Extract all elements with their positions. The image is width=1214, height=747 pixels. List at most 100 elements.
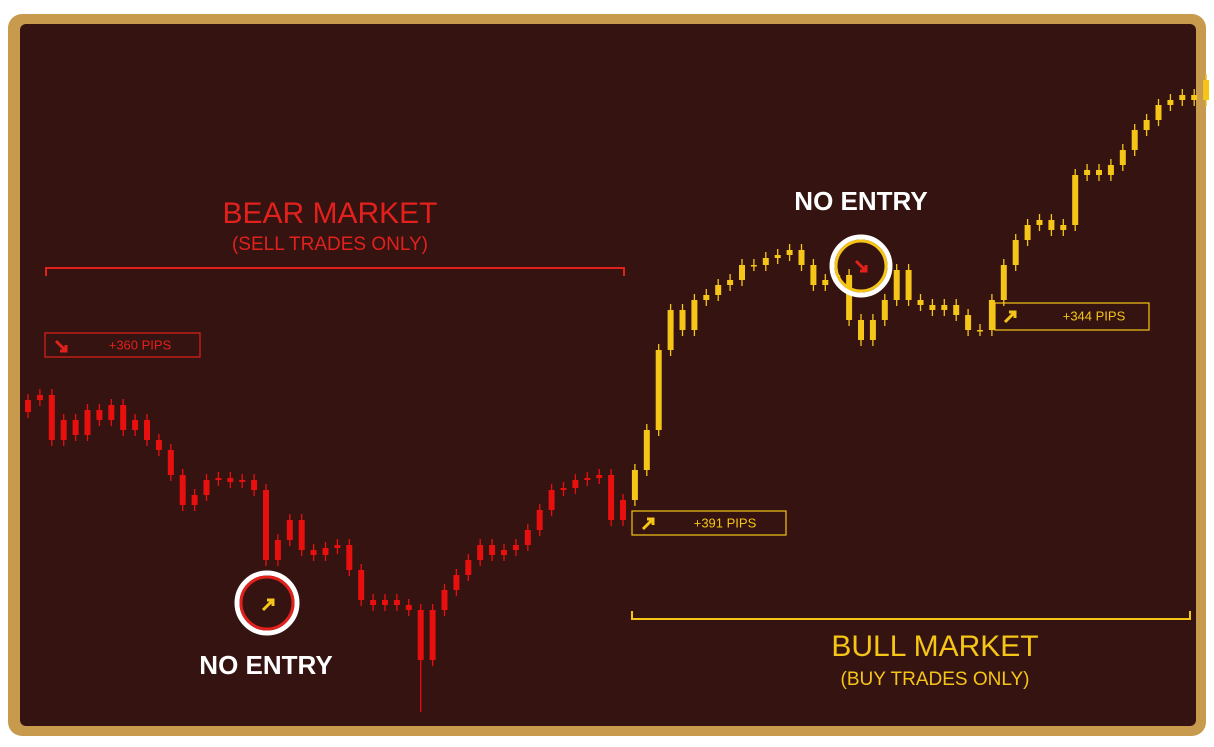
candle-body <box>1025 225 1031 240</box>
candle-body <box>73 420 79 435</box>
candle-body <box>846 275 852 320</box>
candle-body <box>215 478 221 480</box>
candle-body <box>596 475 602 478</box>
candle-body <box>656 350 662 430</box>
candle-body <box>275 540 281 560</box>
pips-label: +391 PIPS <box>694 515 757 530</box>
candle-body <box>644 430 650 470</box>
candle-body <box>810 265 816 285</box>
candle-body <box>346 545 352 570</box>
candle-body <box>120 405 126 430</box>
candle-body <box>989 300 995 330</box>
candle-body <box>608 475 614 520</box>
candle-body <box>513 545 519 550</box>
candle-body <box>1156 105 1162 120</box>
chart: BEAR MARKET (SELL TRADES ONLY) +360 PIPS… <box>0 0 1214 742</box>
candle-body <box>430 610 436 660</box>
candle-body <box>37 395 43 400</box>
candle-body <box>489 545 495 555</box>
candle-body <box>894 270 900 300</box>
candle-body <box>299 520 305 550</box>
candle-body <box>1048 220 1054 230</box>
candle-body <box>739 265 745 280</box>
candle-body <box>132 420 138 430</box>
candle-body <box>584 478 590 480</box>
candle-body <box>929 305 935 310</box>
candle-body <box>953 305 959 315</box>
candle-body <box>108 405 114 420</box>
candle-body <box>204 480 210 495</box>
candle-body <box>251 480 257 490</box>
candle-body <box>156 440 162 450</box>
candle-body <box>1060 225 1066 230</box>
bear-title: BEAR MARKET <box>222 197 437 230</box>
candle-body <box>1072 175 1078 225</box>
candle-body <box>358 570 364 600</box>
candle-body <box>406 605 412 610</box>
candle-body <box>192 495 198 505</box>
candle-body <box>561 488 567 490</box>
candle-body <box>870 320 876 340</box>
candle-body <box>49 395 55 440</box>
candle-body <box>501 550 507 555</box>
page: BEAR MARKET (SELL TRADES ONLY) +360 PIPS… <box>0 0 1214 742</box>
candle-body <box>465 560 471 575</box>
candle-body <box>537 510 543 530</box>
candle-body <box>168 450 174 475</box>
candle-body <box>85 410 91 435</box>
candle-body <box>418 610 424 660</box>
candle-body <box>1203 80 1209 100</box>
bear-subtitle: (SELL TRADES ONLY) <box>232 234 428 255</box>
bull-title: BULL MARKET <box>831 630 1038 663</box>
candle-body <box>453 575 459 590</box>
candle-body <box>727 280 733 285</box>
candle-body <box>1132 130 1138 150</box>
candle-body <box>263 490 269 560</box>
no-entry-label: NO ENTRY <box>199 650 332 680</box>
candle-body <box>1001 265 1007 300</box>
candle-body <box>906 270 912 300</box>
candle-body <box>751 265 757 267</box>
candle-body <box>96 410 102 420</box>
candle-body <box>144 420 150 440</box>
candle-body <box>1084 170 1090 175</box>
candle-body <box>334 545 340 548</box>
candle-body <box>668 310 674 350</box>
no-entry-label: NO ENTRY <box>794 186 927 216</box>
pips-label: +344 PIPS <box>1063 308 1126 323</box>
candle-body <box>882 300 888 320</box>
candle-body <box>239 480 245 482</box>
candle-body <box>799 250 805 265</box>
candle-body <box>311 550 317 555</box>
candle-body <box>1120 150 1126 165</box>
candle-body <box>620 500 626 520</box>
candle-body <box>394 600 400 605</box>
candle-body <box>1108 165 1114 175</box>
candle-body <box>61 420 67 440</box>
candle-body <box>1037 220 1043 225</box>
candle-body <box>227 478 233 482</box>
candle-body <box>965 315 971 330</box>
candle-body <box>977 330 983 332</box>
candle-body <box>1191 95 1197 100</box>
candle-body <box>691 300 697 330</box>
candle-body <box>632 470 638 500</box>
candle-body <box>787 250 793 255</box>
pips-label: +360 PIPS <box>109 337 172 352</box>
bull-subtitle: (BUY TRADES ONLY) <box>841 669 1030 690</box>
candle-body <box>477 545 483 560</box>
candle-body <box>180 475 186 505</box>
candle-body <box>703 295 709 300</box>
candle-body <box>382 600 388 605</box>
candle-body <box>25 400 31 412</box>
candle-body <box>1167 100 1173 105</box>
panel <box>20 24 1196 726</box>
candle-body <box>572 480 578 488</box>
candle-body <box>549 490 555 510</box>
candle-body <box>858 320 864 340</box>
candle-body <box>680 310 686 330</box>
candle-body <box>442 590 448 610</box>
candle-body <box>941 305 947 310</box>
candle-body <box>1096 170 1102 175</box>
candle-body <box>822 280 828 285</box>
